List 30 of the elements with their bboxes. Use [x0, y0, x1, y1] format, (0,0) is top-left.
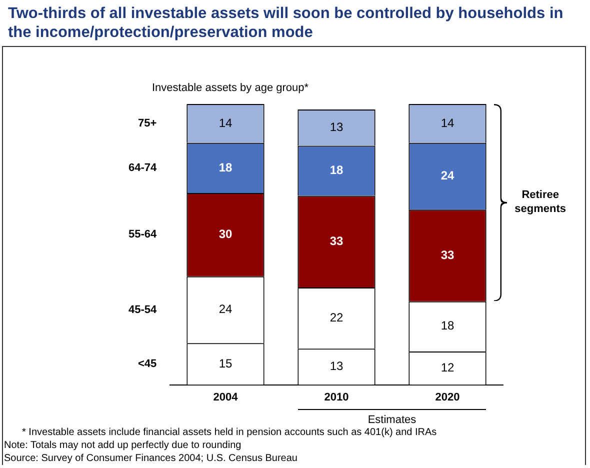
text: Note: Totals may not add up perfectly due to rounding [4, 440, 242, 451]
data-label: 18 [218, 160, 232, 174]
text: <45 [138, 358, 157, 370]
x-tick-label: 2020 [435, 391, 460, 404]
text: 64-74 [128, 162, 158, 174]
data-label: 24 [440, 168, 454, 183]
data-label: 18 [330, 163, 344, 178]
data-label: 12 [440, 360, 454, 374]
chart-title: Two-thirds of all investable assets will soon be controlled by households in the income/protection/preservation mode [8, 4, 564, 42]
text: 55-64 [128, 228, 158, 241]
data-label: 33 [440, 248, 454, 262]
text: Retiree segments [514, 188, 568, 216]
data-label: 24 [218, 302, 232, 316]
x-tick-label: 2004 [213, 391, 239, 404]
text: * Investable assets include financial assets held in pension accounts such as 401(k) and IRAs [22, 427, 437, 438]
data-label: 13 [330, 359, 344, 374]
chart-subtitle: Investable assets by age group* [152, 82, 309, 94]
text: 75+ [138, 117, 157, 130]
text: 45-54 [128, 304, 158, 316]
data-label: 14 [218, 116, 232, 130]
data-label: 22 [330, 310, 344, 324]
data-label: 18 [440, 318, 454, 333]
data-label: 33 [330, 234, 344, 248]
data-label: 13 [330, 120, 344, 134]
data-label: 15 [218, 356, 232, 370]
x-tick-label: 2010 [324, 391, 349, 404]
data-label: 30 [218, 226, 232, 241]
text: Estimates [298, 409, 486, 426]
source-note: Source: Survey of Consumer Finances 2004; U.S. Census Bureau [4, 453, 298, 464]
data-label: 14 [440, 116, 454, 130]
